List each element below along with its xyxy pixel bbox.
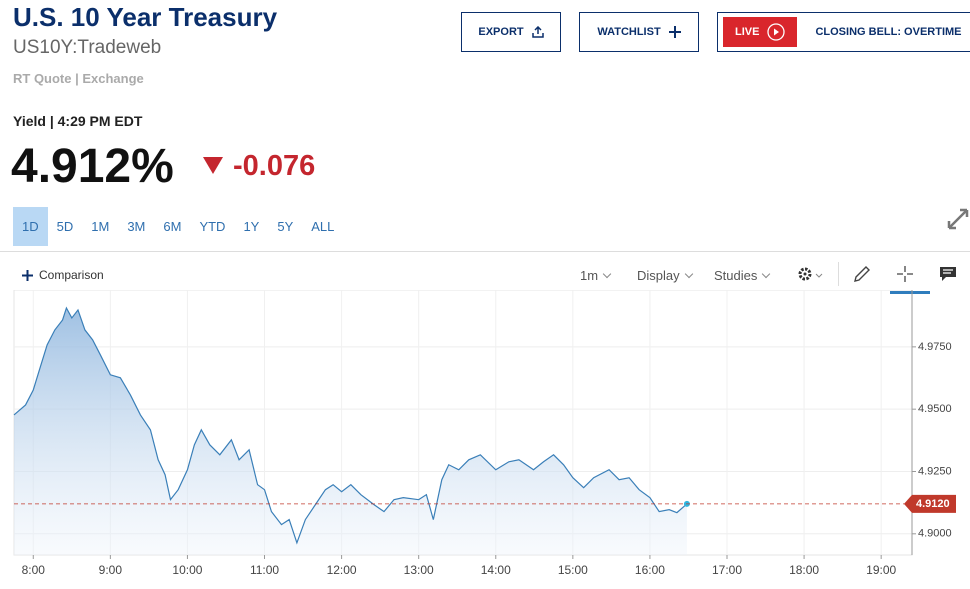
- range-button[interactable]: 1M: [91, 219, 110, 234]
- y-tick-label: 4.9250: [918, 465, 952, 477]
- quote-change: -0.076: [233, 150, 316, 182]
- line: [13, 306, 688, 545]
- watchlist-button[interactable]: WATCHLIST: [579, 12, 699, 52]
- crosshair-icon[interactable]: [895, 264, 915, 284]
- chevron: [684, 269, 693, 279]
- interval-label: 1m: [580, 268, 599, 283]
- range-button[interactable]: ALL: [311, 219, 335, 234]
- settings-icon[interactable]: [797, 266, 825, 284]
- range-button[interactable]: YTD: [199, 219, 226, 234]
- range-button[interactable]: 5Y: [277, 219, 294, 234]
- x-tick-label: 9:00: [99, 563, 123, 577]
- title: U.S. 10 Year Treasury: [13, 2, 278, 32]
- y-tick-label: 4.9500: [918, 403, 952, 415]
- display-label: Display: [637, 268, 680, 283]
- expand-icon[interactable]: [946, 207, 970, 231]
- export-button[interactable]: EXPORT: [461, 12, 561, 52]
- range-button[interactable]: 6M: [163, 219, 182, 234]
- studies-button[interactable]: Studies: [714, 268, 771, 283]
- plus-icon: [668, 26, 681, 38]
- reference-badge: [904, 494, 956, 513]
- x-tick-label: 16:00: [635, 563, 665, 577]
- quote-price: 4.912%: [11, 140, 174, 193]
- live-label: LIVE: [735, 26, 760, 38]
- export-icon: [531, 26, 544, 38]
- down-arrow: [203, 157, 223, 174]
- x-tick-label: 13:00: [404, 563, 434, 577]
- play-icon: [767, 23, 786, 41]
- x-tick-label: 10:00: [172, 563, 202, 577]
- comment-icon[interactable]: [938, 264, 958, 284]
- show-label: CLOSING BELL: OVERTIME: [815, 26, 962, 38]
- chevron: [602, 269, 612, 279]
- range-button[interactable]: 3M: [127, 219, 146, 234]
- divider: [0, 251, 970, 252]
- comparison-label: Comparison: [39, 268, 104, 282]
- display-button[interactable]: Display: [637, 268, 693, 283]
- interval-button[interactable]: 1m: [580, 268, 612, 283]
- x-tick-label: 11:00: [250, 563, 279, 577]
- range-selector: 1D 5D 1M 3M 6M YTD 1Y 5Y ALL: [13, 207, 343, 246]
- y-tick-label: 4.9000: [918, 528, 952, 540]
- toolbar-divider: [838, 262, 839, 286]
- export-label: EXPORT: [478, 26, 524, 38]
- draw-icon[interactable]: [852, 264, 872, 284]
- x-tick-label: 19:00: [866, 563, 896, 577]
- live-badge: LIVE: [723, 17, 798, 47]
- x-tick-label: 15:00: [558, 563, 588, 577]
- y-tick-label: 4.9750: [918, 341, 952, 353]
- plus-icon: [22, 269, 33, 281]
- x-tick-label: 14:00: [481, 563, 511, 577]
- range-button[interactable]: 1D: [13, 207, 48, 246]
- active-tool-indicator: [890, 291, 930, 294]
- chevron: [762, 269, 771, 279]
- range-button[interactable]: 1Y: [243, 219, 260, 234]
- comparison-button[interactable]: Comparison: [22, 268, 104, 282]
- live-button[interactable]: LIVE CLOSING BELL: OVERTIME: [717, 12, 970, 52]
- range-button[interactable]: 5D: [56, 219, 74, 234]
- x-tick-label: 8:00: [22, 563, 46, 577]
- reference-label: 4.9120: [916, 498, 950, 510]
- watchlist-label: WATCHLIST: [597, 26, 661, 38]
- chart: 4.9000 4.9250 4.9500 4.9750 8:00 9:00 10:00 11:…: [13, 290, 956, 577]
- x-tick-label: 18:00: [789, 563, 819, 577]
- quote-label: Yield | 4:29 PM EDT: [13, 113, 143, 129]
- x-tick-label: 12:00: [327, 563, 357, 577]
- source: RT Quote | Exchange: [13, 71, 144, 86]
- studies-label: Studies: [714, 268, 758, 283]
- area: [14, 307, 687, 555]
- symbol: US10Y:Tradeweb: [13, 37, 162, 58]
- x-tick-label: 17:00: [712, 563, 742, 577]
